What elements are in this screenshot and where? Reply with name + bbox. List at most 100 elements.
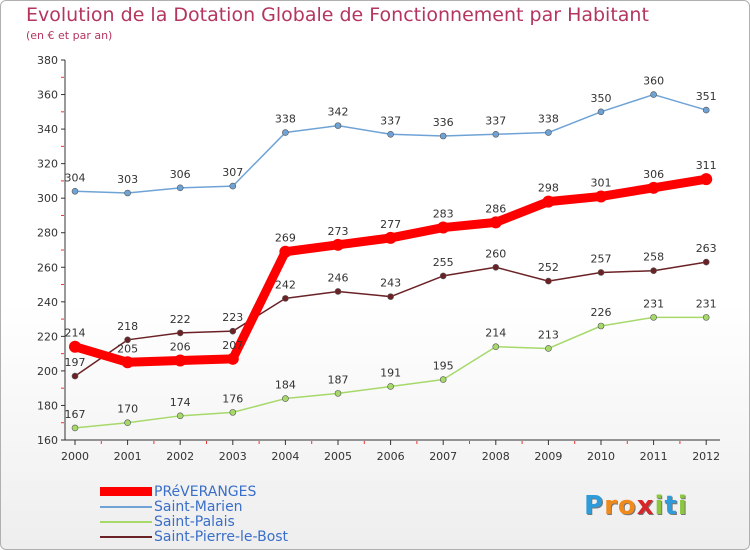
data-point <box>492 130 500 138</box>
data-label: 252 <box>538 261 559 274</box>
data-point <box>702 258 710 266</box>
y-tick-label: 280 <box>37 227 58 240</box>
legend-item: Saint-Marien <box>100 498 288 515</box>
data-label: 304 <box>65 171 86 184</box>
data-point <box>334 288 342 295</box>
data-label: 231 <box>696 297 717 310</box>
data-point <box>71 372 79 380</box>
logo-letter: i <box>654 491 665 521</box>
data-point <box>229 182 237 190</box>
data-point <box>174 354 187 367</box>
data-point <box>542 195 555 208</box>
data-label: 257 <box>591 252 612 265</box>
y-tick-label: 200 <box>37 365 58 378</box>
data-point <box>332 238 344 251</box>
data-point <box>229 409 237 416</box>
data-point <box>282 395 289 402</box>
data-label: 222 <box>170 313 191 326</box>
data-point <box>597 108 605 116</box>
data-point <box>176 329 184 337</box>
y-tick-label: 220 <box>37 330 58 343</box>
data-label: 242 <box>275 278 296 291</box>
data-point <box>384 231 397 244</box>
data-label: 255 <box>433 256 454 269</box>
data-point <box>439 272 447 280</box>
legend-item: PRéVERANGES <box>100 483 288 500</box>
data-point <box>282 295 289 302</box>
chart-subtitle: (en € et par an) <box>26 29 113 42</box>
data-point <box>124 419 131 427</box>
data-label: 298 <box>538 182 559 195</box>
data-label: 307 <box>222 166 243 179</box>
data-label: 243 <box>380 277 401 290</box>
data-label: 360 <box>643 75 664 88</box>
data-point <box>489 216 502 229</box>
data-label: 258 <box>643 251 664 264</box>
logo-letter: o <box>617 491 637 521</box>
proxiti-logo: Proxiti <box>584 491 688 521</box>
data-label: 187 <box>328 373 349 386</box>
legend-item: Saint-Pierre-le-Bost <box>100 529 288 545</box>
data-point <box>597 269 605 276</box>
legend-label: Saint-Marien <box>154 498 243 515</box>
data-point <box>545 129 552 136</box>
data-label: 214 <box>485 327 506 340</box>
data-point <box>121 356 134 369</box>
logo-letter: r <box>604 491 618 521</box>
chart-legend: PRéVERANGES Saint-Marien Saint-Palais Sa… <box>100 483 288 545</box>
data-point <box>597 322 605 330</box>
data-point <box>279 245 292 258</box>
data-point <box>545 345 552 352</box>
data-label: 273 <box>328 225 349 238</box>
data-point <box>176 412 184 420</box>
legend-swatch-preveranges <box>100 484 152 499</box>
y-tick-label: 240 <box>37 296 58 309</box>
data-point <box>650 267 657 275</box>
data-label: 226 <box>591 306 612 319</box>
logo-letter: x <box>636 491 655 521</box>
logo-letter: t <box>664 491 678 521</box>
data-point <box>387 383 394 390</box>
legend-swatch-saint-palais <box>100 514 152 529</box>
x-tick-label: 2000 <box>61 450 89 463</box>
data-label: 337 <box>485 114 506 127</box>
x-tick-label: 2001 <box>114 450 142 463</box>
data-label: 338 <box>275 113 296 126</box>
data-point <box>437 221 450 234</box>
data-point <box>595 190 607 203</box>
x-tick-label: 2003 <box>219 450 247 463</box>
data-point <box>647 181 660 194</box>
data-label: 195 <box>433 360 454 373</box>
data-label: 311 <box>696 159 717 172</box>
data-label: 336 <box>433 116 454 129</box>
data-point <box>387 293 394 300</box>
data-label: 283 <box>433 208 454 221</box>
data-label: 231 <box>643 297 664 310</box>
logo-letter: P <box>584 491 605 521</box>
data-label: 263 <box>696 242 717 255</box>
data-label: 174 <box>170 396 191 409</box>
x-tick-label: 2010 <box>587 450 615 463</box>
data-label: 351 <box>696 90 717 103</box>
data-point <box>229 327 237 335</box>
data-label: 260 <box>485 247 506 260</box>
data-point <box>176 184 184 192</box>
y-tick-label: 180 <box>37 399 58 412</box>
data-label: 206 <box>170 341 191 354</box>
data-point <box>69 340 81 353</box>
x-tick-label: 2004 <box>271 450 299 463</box>
data-point <box>71 424 79 432</box>
data-label: 213 <box>538 328 559 341</box>
data-point <box>702 314 710 321</box>
data-point <box>650 91 657 98</box>
data-point <box>702 106 710 114</box>
y-tick-label: 300 <box>37 192 58 205</box>
data-label: 167 <box>65 408 86 421</box>
data-label: 184 <box>275 379 296 392</box>
legend-item: Saint-Palais <box>100 514 288 530</box>
data-label: 191 <box>380 366 401 379</box>
x-tick-label: 2007 <box>429 450 457 463</box>
data-label: 176 <box>222 392 243 405</box>
legend-label: PRéVERANGES <box>154 483 257 500</box>
